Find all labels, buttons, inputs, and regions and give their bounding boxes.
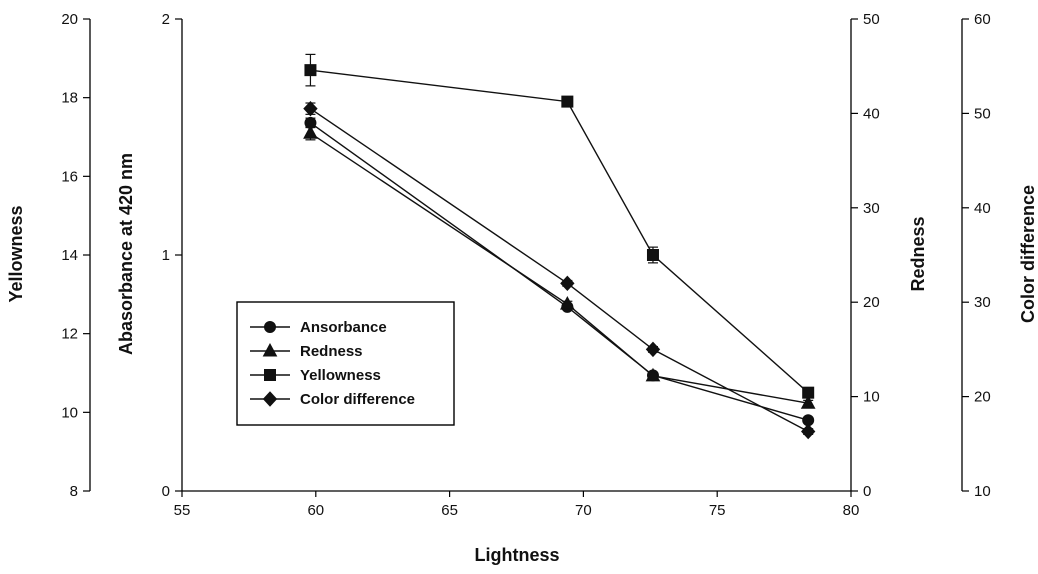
x-tick-label: 70 <box>575 502 592 519</box>
series-redness <box>303 125 816 409</box>
legend-item-yellowness: Yellowness <box>250 367 381 384</box>
legend-item-ansorbance: Ansorbance <box>250 319 387 336</box>
redness-point <box>303 125 318 139</box>
yellowness-point <box>646 249 659 261</box>
yellowness-tick-label: 18 <box>61 90 78 107</box>
x-tick-label: 60 <box>307 502 324 519</box>
series-layer <box>303 53 816 440</box>
x-tick-label: 55 <box>174 502 191 519</box>
redness-tick-label: 30 <box>863 200 880 217</box>
legend: Ansorbance Redness Yellowness Color differe… <box>236 301 455 426</box>
yellowness-line <box>310 69 809 394</box>
legend-marker <box>264 321 276 333</box>
yellowness-tick-label: 20 <box>61 11 78 28</box>
redness-point <box>645 367 661 382</box>
absorbance-tick-label: 0 <box>162 483 170 500</box>
absorbance-tick-label: 1 <box>162 247 170 264</box>
color-difference-point <box>801 423 816 440</box>
absorbance-tick-label: 2 <box>162 11 170 28</box>
legend-label: Redness <box>300 343 363 360</box>
color-difference-tick-label: 20 <box>974 389 991 406</box>
redness-tick-label: 50 <box>863 11 880 28</box>
legend-label: Color difference <box>300 391 415 408</box>
redness-tick-label: 20 <box>863 294 880 311</box>
legend-marker <box>262 342 278 357</box>
series-yellowness <box>304 53 815 399</box>
series-color-difference <box>303 100 816 440</box>
color-difference-tick-label: 30 <box>974 294 991 311</box>
redness-tick-label: 40 <box>863 105 880 122</box>
yellowness-tick-label: 14 <box>61 247 78 264</box>
color-difference-tick-label: 60 <box>974 11 991 28</box>
color-difference-point <box>303 100 318 117</box>
x-tick-label: 65 <box>441 502 458 519</box>
redness-line <box>310 132 809 404</box>
legend-item-color-difference: Color difference <box>250 391 415 408</box>
legend-item-redness: Redness <box>250 342 363 360</box>
yellowness-tick-label: 10 <box>61 404 78 421</box>
redness-point <box>560 296 575 310</box>
yellowness-tick-label: 12 <box>61 326 78 343</box>
x-tick-label: 75 <box>709 502 726 519</box>
color-difference-tick-label: 50 <box>974 105 991 122</box>
yellowness-tick-label: 8 <box>70 483 78 500</box>
x-tick-label: 80 <box>843 502 860 519</box>
axes-layer: 55 60 65 70 75 808101214161820012010203040501… <box>61 11 990 519</box>
legend-label: Yellowness <box>300 367 381 384</box>
yellowness-tick-label: 16 <box>61 168 78 185</box>
redness-tick-label: 10 <box>863 389 880 406</box>
legend-marker <box>264 369 276 381</box>
yellowness-point <box>304 64 317 77</box>
legend-label: Ansorbance <box>300 319 387 336</box>
yellowness-axis-title: Yellowness <box>6 205 26 302</box>
color-difference-axis-title: Color difference <box>1018 185 1038 323</box>
color-difference-tick-label: 10 <box>974 483 991 500</box>
color-difference-point <box>560 275 575 292</box>
redness-axis-title: Redness <box>908 216 928 291</box>
color-difference-tick-label: 40 <box>974 200 991 217</box>
absorbance-axis-title: Abasorbance at 420 nm <box>116 153 136 355</box>
color-difference-line <box>310 108 809 433</box>
yellowness-point <box>561 95 574 108</box>
legend-marker <box>262 391 278 407</box>
ansorbance-line <box>310 122 809 421</box>
x-axis-title: Lightness <box>474 545 559 565</box>
redness-tick-label: 0 <box>863 483 871 500</box>
yellowness-point <box>802 386 815 399</box>
color-difference-point <box>645 341 661 358</box>
redness-point <box>800 395 816 409</box>
